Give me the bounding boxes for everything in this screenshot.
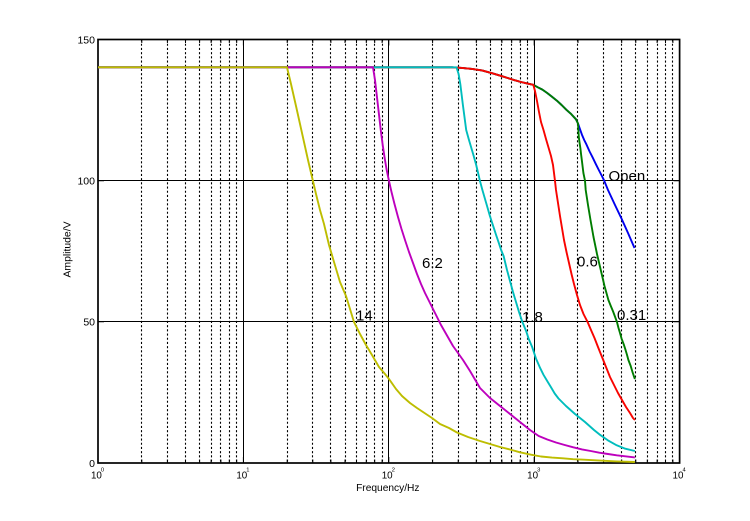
svg-text:6.2: 6.2 (422, 255, 443, 272)
svg-text:10: 10 (382, 470, 393, 481)
svg-text:1.8: 1.8 (522, 309, 543, 326)
svg-text:10: 10 (91, 470, 102, 481)
svg-text:Amplitude/V: Amplitude/V (63, 221, 74, 277)
svg-text:10: 10 (236, 470, 247, 481)
svg-text:0: 0 (101, 467, 104, 473)
svg-text:0.31: 0.31 (617, 307, 646, 324)
svg-text:Open: Open (609, 168, 646, 185)
svg-text:Frequency/Hz: Frequency/Hz (356, 483, 419, 494)
svg-text:0: 0 (89, 458, 95, 470)
svg-text:0.6: 0.6 (577, 254, 598, 271)
svg-text:14: 14 (356, 308, 373, 325)
svg-text:100: 100 (77, 176, 95, 188)
svg-text:10: 10 (673, 470, 684, 481)
svg-text:10: 10 (527, 470, 538, 481)
svg-text:2: 2 (392, 467, 395, 473)
svg-text:1: 1 (246, 467, 249, 473)
svg-text:150: 150 (77, 34, 95, 46)
svg-text:3: 3 (537, 467, 540, 473)
svg-text:50: 50 (83, 317, 95, 329)
svg-text:4: 4 (683, 467, 687, 473)
